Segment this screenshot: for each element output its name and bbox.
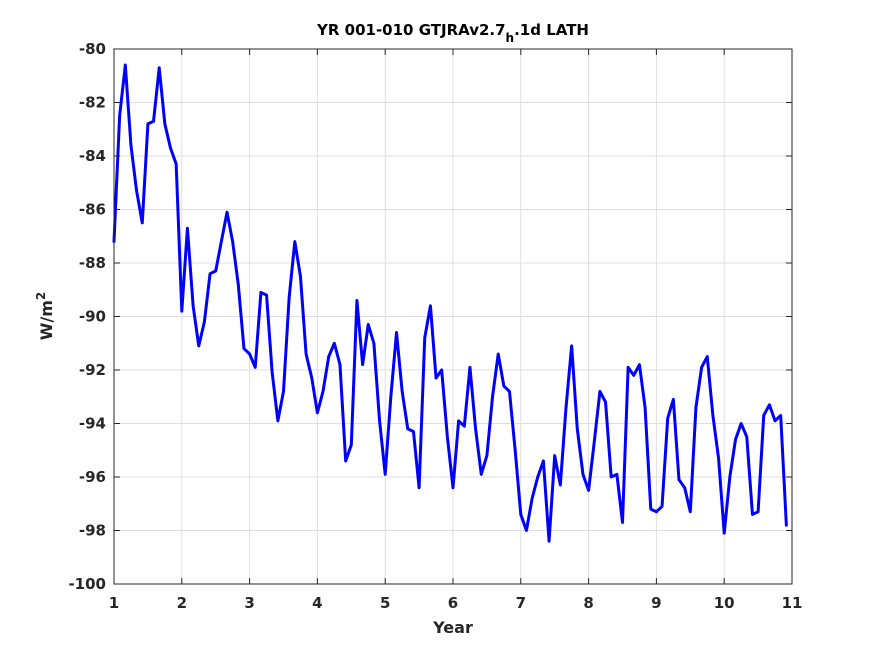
title-main: YR 001-010 GTJRAv2.7 <box>316 21 506 39</box>
y-tick-label: -82 <box>79 94 106 112</box>
x-tick-label: 2 <box>177 594 187 612</box>
y-tick-label: -90 <box>79 308 106 326</box>
tick-labels: 1 2 3 4 5 6 7 8 9 10 11 -100 -98 -96 -94 -92 -90 -88 -86 -8… <box>68 40 802 612</box>
y-tick-label: -88 <box>79 254 106 272</box>
title-subscript: h <box>506 31 515 45</box>
series-layer <box>112 63 788 543</box>
x-tick-label: 8 <box>583 594 593 612</box>
y-axis-label-base: W/m <box>37 300 56 340</box>
x-tick-label: 4 <box>312 594 322 612</box>
x-tick-label: 5 <box>380 594 390 612</box>
y-tick-label: -98 <box>79 522 106 540</box>
x-tick-label: 6 <box>448 594 458 612</box>
x-tick-label: 3 <box>244 594 254 612</box>
x-tick-label: 1 <box>109 594 119 612</box>
chart-title: YR 001-010 GTJRAv2.7h.1d LATH <box>316 21 589 45</box>
y-tick-label: -96 <box>79 468 106 486</box>
x-tick-label: 7 <box>516 594 526 612</box>
x-tick-label: 9 <box>651 594 661 612</box>
x-axis-label: Year <box>432 618 473 637</box>
y-tick-label: -84 <box>79 147 106 165</box>
y-tick-label: -94 <box>79 415 106 433</box>
y-tick-label: -86 <box>79 201 106 219</box>
series-line <box>112 63 788 543</box>
title-tail: .1d LATH <box>514 21 589 39</box>
ticks <box>113 48 793 585</box>
y-tick-label: -100 <box>68 575 106 593</box>
x-tick-label: 11 <box>782 594 803 612</box>
y-tick-label: -92 <box>79 361 106 379</box>
x-tick-label: 10 <box>714 594 735 612</box>
y-axis-label-exponent: 2 <box>34 292 48 300</box>
y-axis-label: W/m2 <box>34 292 56 341</box>
y-tick-label: -80 <box>79 40 106 58</box>
